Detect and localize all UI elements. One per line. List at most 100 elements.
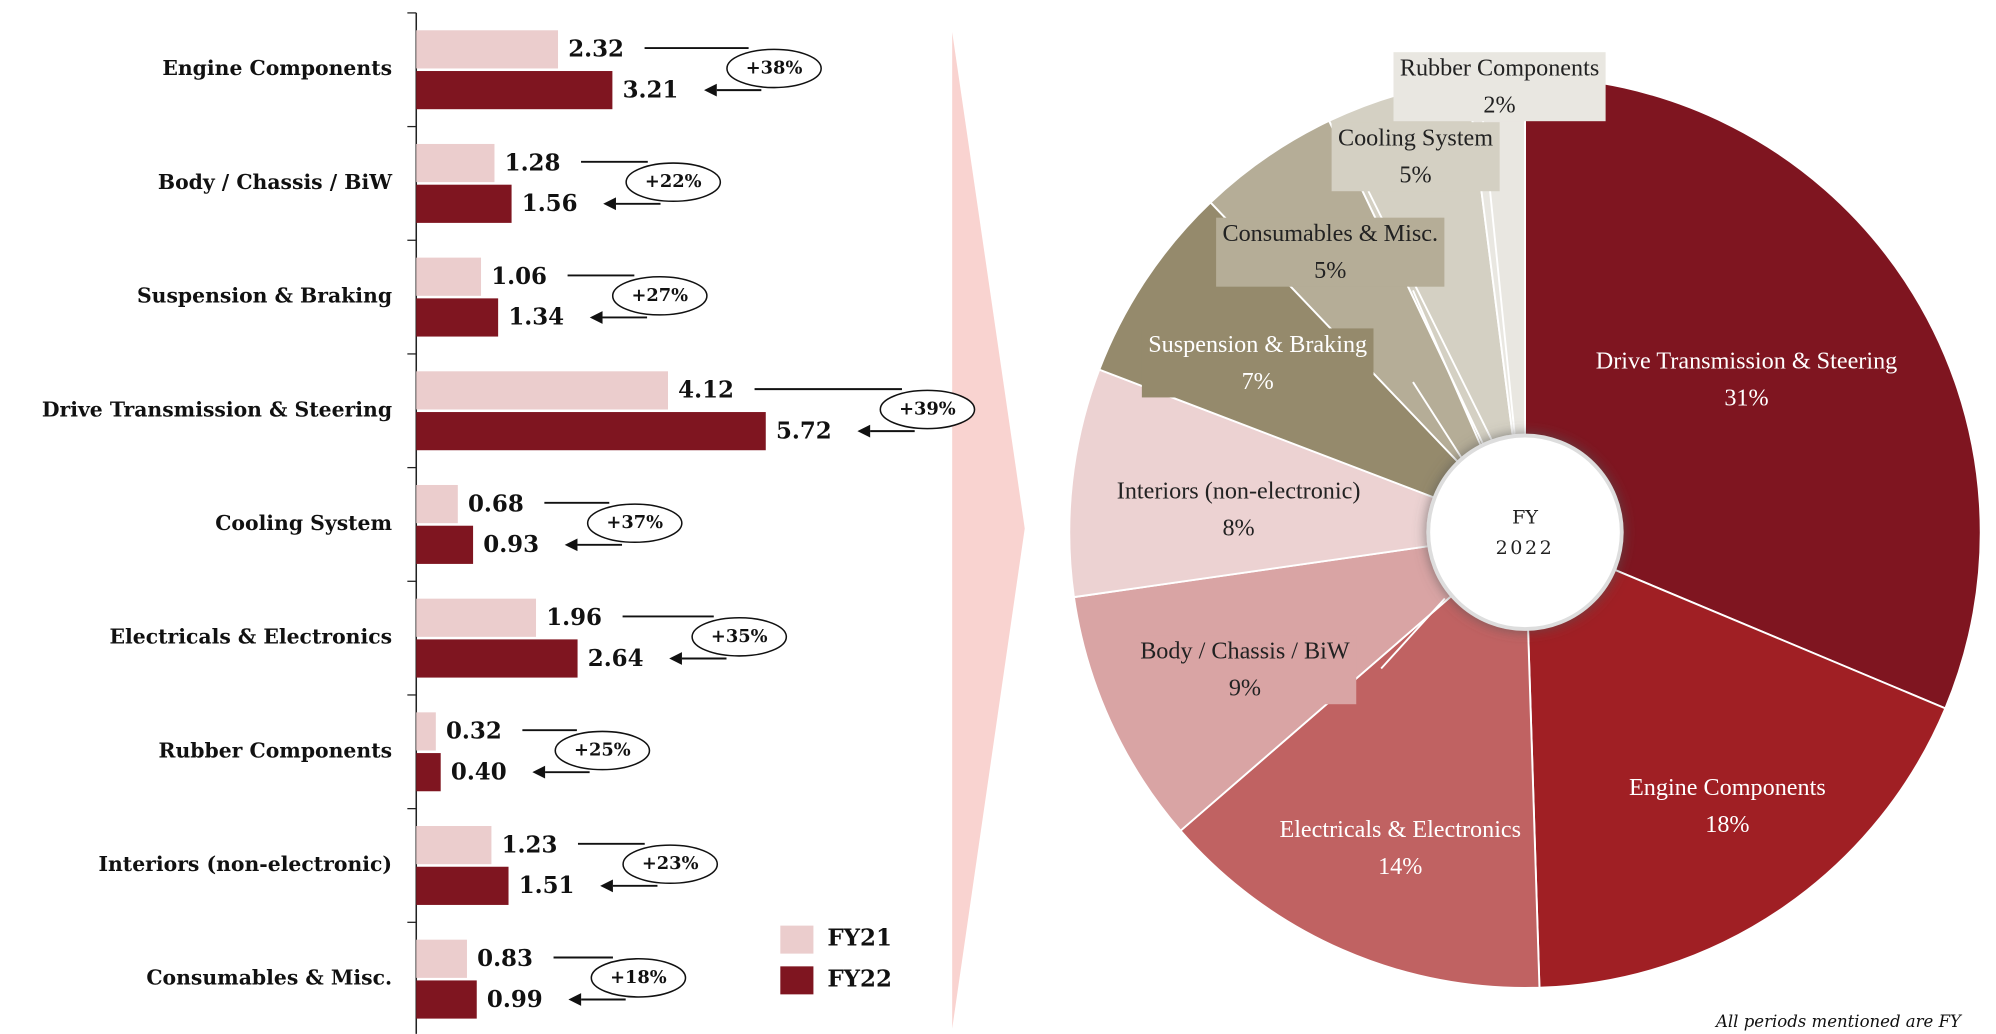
legend-label: FY21 <box>827 925 892 952</box>
growth-bubble <box>611 275 708 316</box>
data-label: 0.93 <box>483 531 539 558</box>
label-background <box>1273 813 1528 883</box>
growth-label: +37% <box>606 512 663 533</box>
growth-label: +22% <box>645 171 702 192</box>
slice-value: 7% <box>1242 368 1274 395</box>
slice-value: 9% <box>1229 675 1261 702</box>
slice-label: Body / Chassis / BiW 9% <box>1133 635 1357 705</box>
slice-label: Drive Transmission & Steering 31% <box>1596 348 1898 412</box>
slice-label: Cooling System 5% <box>1331 122 1500 192</box>
bar <box>416 753 441 792</box>
data-label: 2.32 <box>568 36 624 63</box>
data-label: 0.40 <box>451 758 507 785</box>
data-label: 3.21 <box>623 76 679 103</box>
data-label: 0.32 <box>446 718 502 745</box>
bar <box>416 30 559 69</box>
growth-bubble <box>554 730 651 771</box>
label-background <box>1393 52 1606 122</box>
bar <box>416 866 509 905</box>
growth-bubble <box>590 958 687 998</box>
slice-name: Engine Components <box>1629 774 1826 801</box>
arrowhead <box>532 765 546 779</box>
growth-label: +35% <box>711 626 768 647</box>
slice-label: Engine Components 18% <box>1629 774 1826 838</box>
bar <box>416 143 495 183</box>
slice-label: Electricals & Electronics 14% <box>1273 813 1528 883</box>
category-label: Drive Transmission & Steering <box>42 397 392 421</box>
slice-name: Electricals & Electronics <box>1279 816 1521 843</box>
bar <box>416 826 492 865</box>
slice-value: 8% <box>1222 514 1254 541</box>
growth-label: +23% <box>642 853 699 874</box>
growth-bubble <box>622 844 719 885</box>
slice-name: Consumables & Misc. <box>1222 220 1438 247</box>
arrowhead <box>564 538 578 552</box>
slice-label: Interiors (non-electronic) 8% <box>1117 477 1361 541</box>
category-label: Cooling System <box>215 511 392 535</box>
bar-chart: Engine Components 2.32 3.21 +38% Body / Chas… <box>42 12 976 1019</box>
slice-label: Consumables & Misc. 5% <box>1216 217 1445 287</box>
growth-label: +18% <box>610 967 667 988</box>
bar <box>416 980 477 1019</box>
category-label: Suspension & Braking <box>137 284 392 308</box>
pie-slice <box>1524 530 1947 989</box>
slice-value: 5% <box>1399 162 1431 189</box>
slice-value: 18% <box>1705 811 1749 838</box>
footnote: All periods mentioned are FY <box>1714 1012 1963 1031</box>
bar <box>416 371 668 410</box>
growth-bubble <box>586 503 683 544</box>
slice-name: Drive Transmission & Steering <box>1596 348 1898 375</box>
slice-value: 2% <box>1483 92 1515 119</box>
arrowhead <box>568 993 582 1006</box>
bar <box>416 639 578 678</box>
label-background <box>1331 122 1500 192</box>
arrowhead <box>669 652 682 665</box>
slice-name: Interiors (non-electronic) <box>1117 477 1361 504</box>
category-label: Electricals & Electronics <box>110 625 393 649</box>
bar <box>416 257 482 296</box>
data-label: 1.34 <box>508 304 564 331</box>
pie-chart: Drive Transmission & Steering 31% Engine C… <box>1068 52 1982 989</box>
arrowhead <box>603 197 616 211</box>
slice-value: 14% <box>1378 853 1422 880</box>
category-label: Body / Chassis / BiW <box>158 170 393 194</box>
growth-bubble <box>691 616 788 657</box>
label-background <box>1133 635 1357 705</box>
data-label: 0.99 <box>487 986 543 1013</box>
data-label: 1.23 <box>502 831 558 858</box>
label-background <box>1141 328 1374 398</box>
arrowhead <box>857 424 871 438</box>
slice-name: Rubber Components <box>1400 55 1599 82</box>
slice-name: Cooling System <box>1338 125 1493 152</box>
data-label: 0.83 <box>477 945 533 972</box>
arrowhead <box>589 311 603 324</box>
slice-name: Body / Chassis / BiW <box>1140 638 1350 665</box>
arrowhead <box>600 879 613 893</box>
bar <box>416 71 613 110</box>
bar <box>416 184 512 223</box>
slice-label: Suspension & Braking 7% <box>1141 328 1374 398</box>
bar <box>416 484 458 524</box>
data-label: 0.68 <box>468 490 524 517</box>
bar <box>416 939 467 978</box>
bar <box>416 712 436 751</box>
bar <box>416 525 474 564</box>
growth-bubble <box>879 389 976 430</box>
data-label: 1.06 <box>491 263 547 290</box>
data-label: 2.64 <box>588 645 644 672</box>
slice-value: 5% <box>1314 257 1346 284</box>
data-label: 1.56 <box>522 190 578 217</box>
legend-label: FY22 <box>827 965 892 992</box>
category-label: Consumables & Misc. <box>146 966 392 990</box>
bar <box>416 598 537 637</box>
bar <box>416 412 766 451</box>
divider-arrow <box>952 32 1025 1029</box>
growth-bubble <box>726 48 822 89</box>
bar <box>416 298 499 337</box>
growth-label: +25% <box>574 740 631 761</box>
data-label: 5.72 <box>776 417 832 444</box>
legend-swatch <box>780 966 814 995</box>
data-label: 1.28 <box>505 149 561 176</box>
legend-swatch <box>780 925 814 954</box>
